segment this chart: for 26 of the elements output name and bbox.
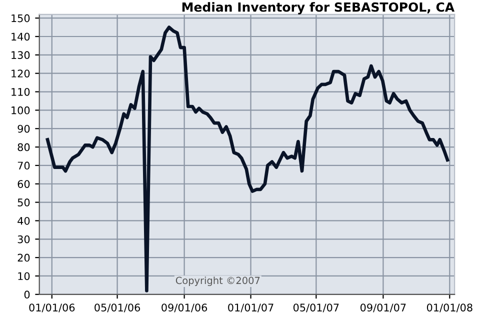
y-tick-label: 0 (24, 290, 30, 299)
x-tick-label: 09/01/06 (162, 304, 208, 312)
x-tick-label: 05/01/06 (94, 304, 140, 312)
y-tick-label: 40 (18, 216, 30, 225)
line-series (46, 26, 450, 292)
x-tick-label: 01/01/07 (228, 304, 274, 312)
x-tick-label: 05/01/07 (293, 304, 339, 312)
y-tick-label: 150 (12, 14, 30, 22)
x-tick-label: 09/01/07 (360, 304, 406, 312)
y-tick-label: 110 (12, 88, 30, 96)
y-tick-label: 100 (12, 106, 30, 114)
y-tick-label: 120 (12, 70, 30, 78)
x-tick-label: 01/01/08 (426, 304, 472, 312)
y-tick-label: 30 (18, 235, 30, 244)
y-tick-label: 140 (12, 32, 30, 41)
y-tick-label: 60 (18, 180, 30, 188)
y-tick-label: 90 (18, 124, 30, 133)
annotation: Copyright ©2007 (176, 276, 260, 286)
y-tick-label: 130 (12, 51, 30, 60)
y-tick-label: 70 (18, 162, 30, 170)
y-tick-label: 50 (18, 198, 30, 206)
y-tick-label: 80 (18, 143, 30, 152)
x-tick-label: 01/01/06 (29, 304, 75, 312)
y-tick-label: 20 (18, 254, 30, 262)
chart-title: Median Inventory for SEBASTOPOL, CA (182, 2, 454, 14)
y-tick-label: 10 (18, 272, 30, 280)
